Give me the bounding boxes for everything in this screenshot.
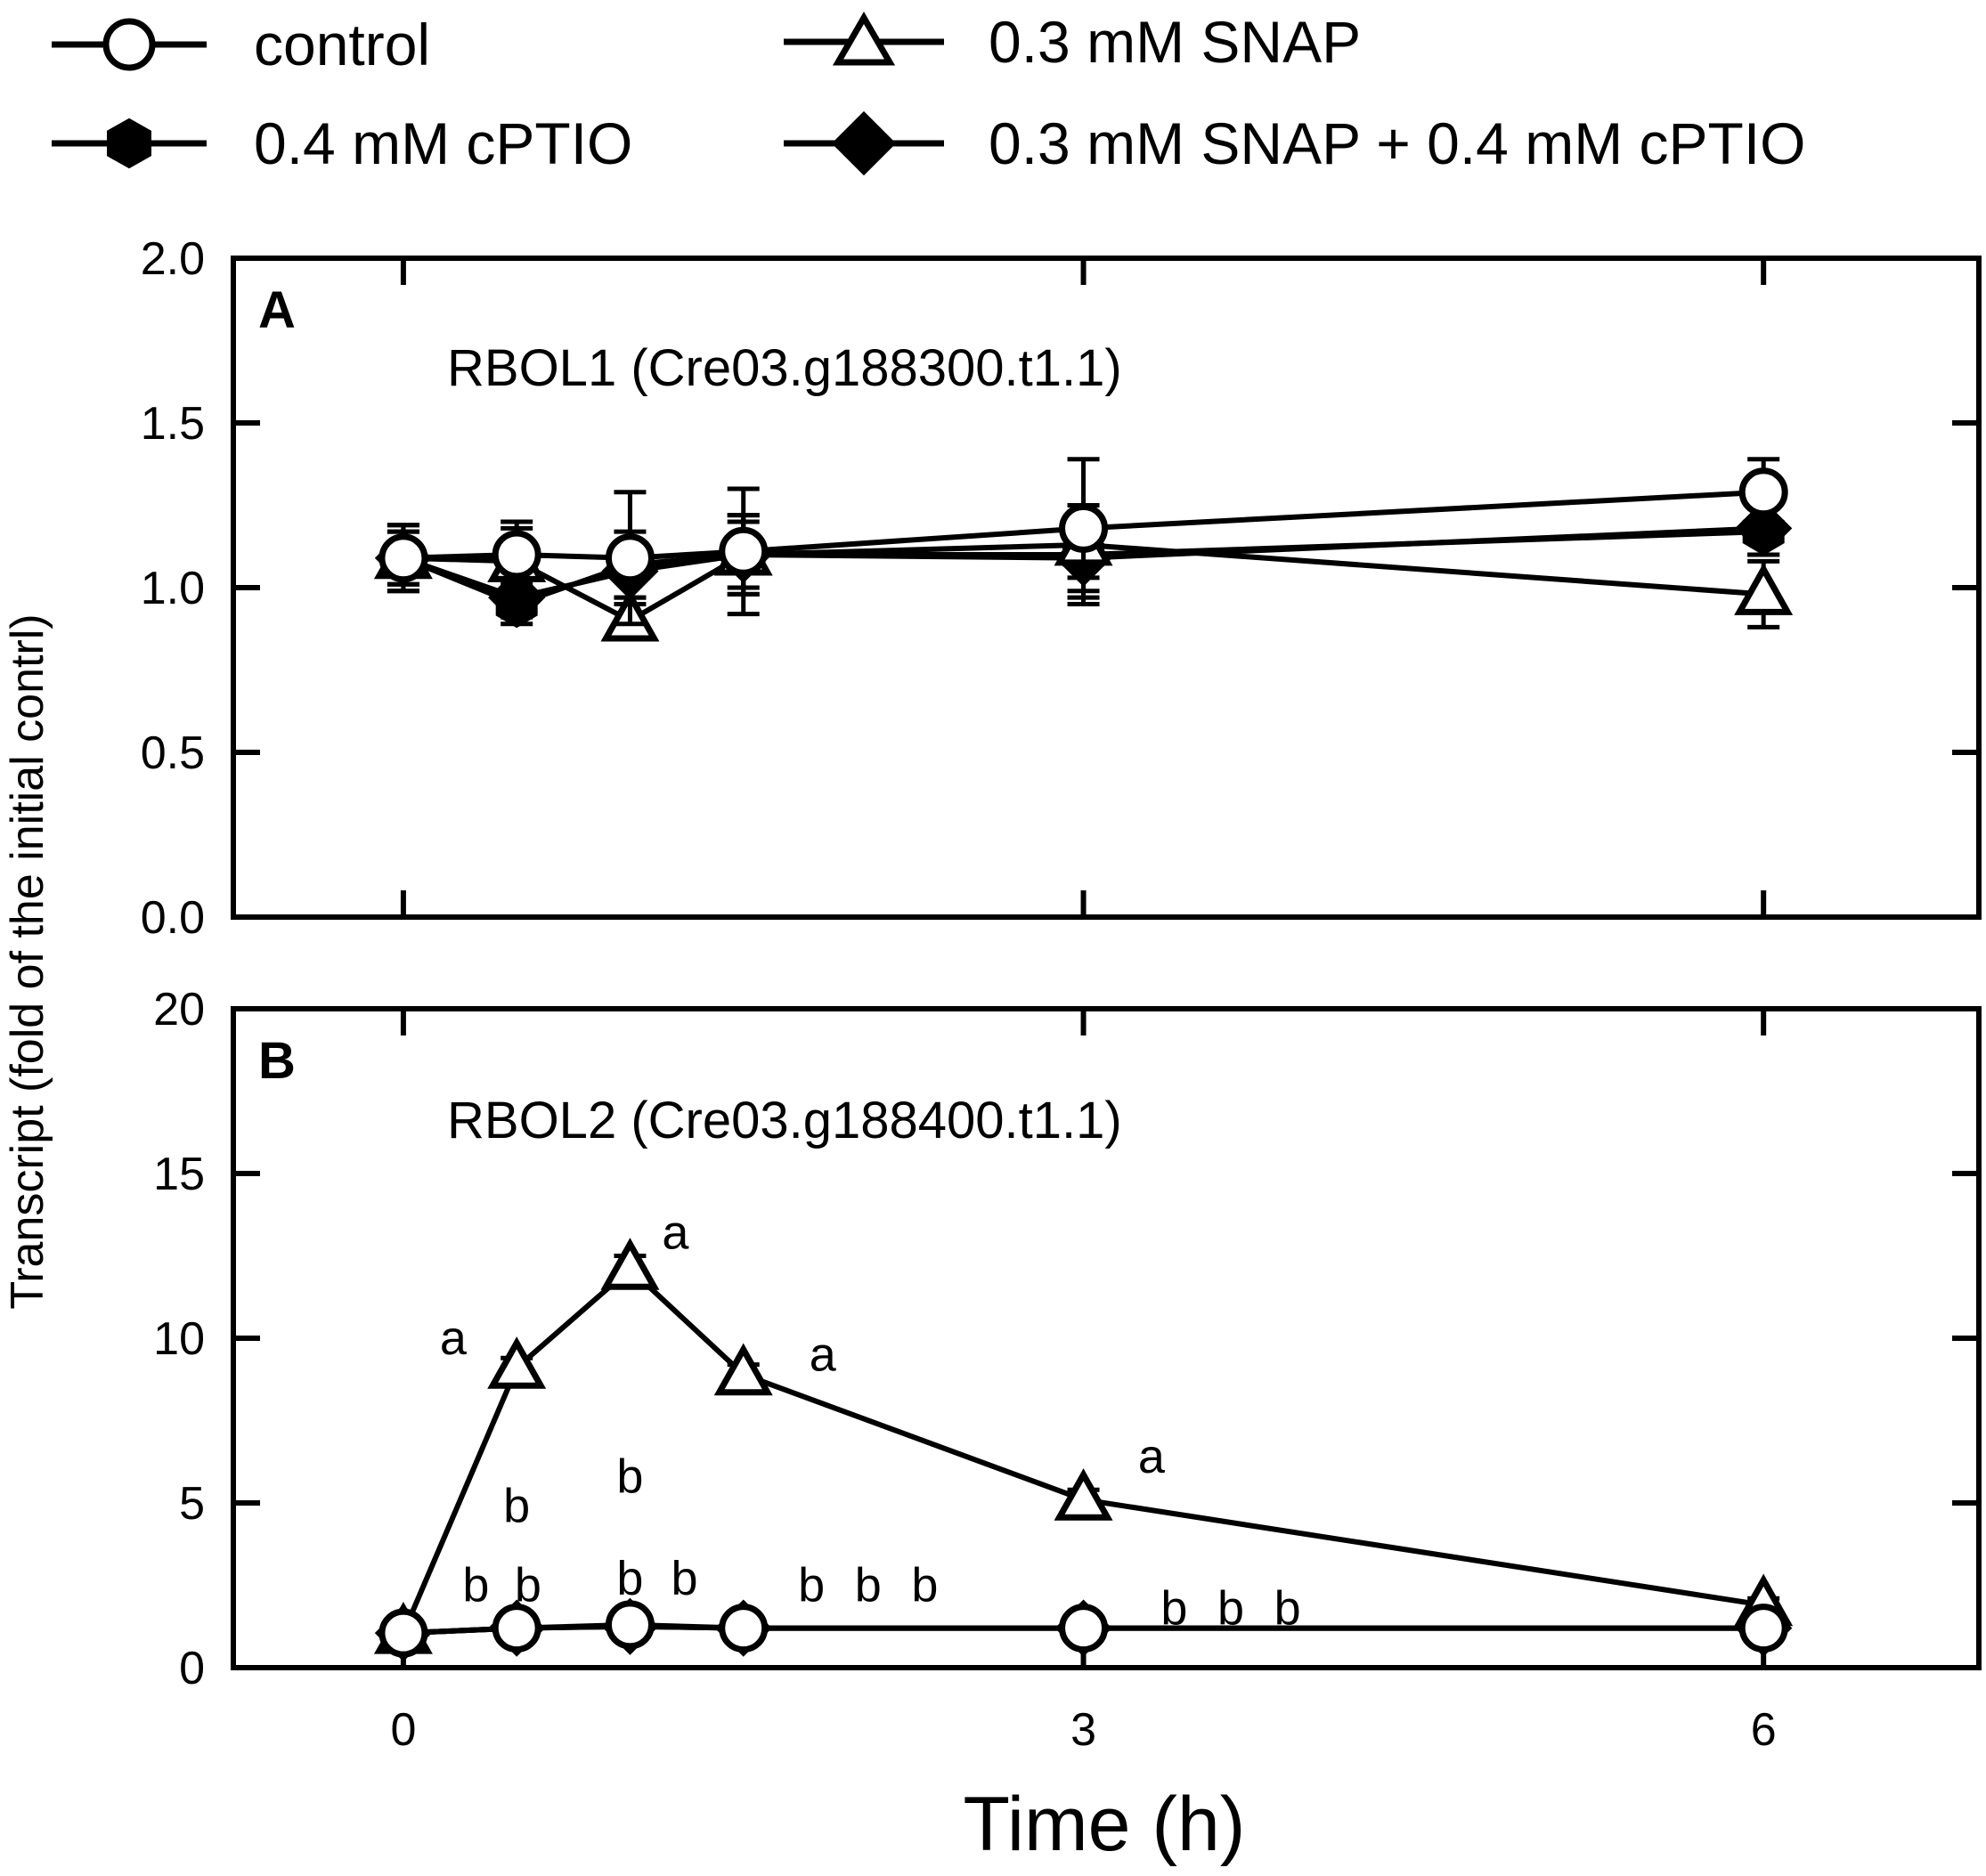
significance-letter: b: [855, 1559, 882, 1612]
legend-label-control: control: [254, 12, 430, 77]
legend-item-control: control: [52, 12, 430, 77]
legend-marker-hexagon-filled: [107, 118, 151, 169]
significance-letter: b: [1160, 1581, 1187, 1635]
x-tick-labels: 0 3 6: [390, 1704, 1776, 1756]
y-tick-label: 2.0: [141, 233, 205, 285]
significance-letter: a: [662, 1206, 689, 1260]
panel-a-ticks: 0.0 0.5 1.0 1.5 2.0: [141, 233, 1979, 944]
point-control: [1738, 1604, 1788, 1653]
panel-a: 0.0 0.5 1.0 1.5 2.0 A RBOL1 (Cre03.g188300.t…: [141, 233, 1982, 944]
point-control: [1738, 467, 1788, 517]
legend-item-snap: 0.3 mM SNAP: [784, 9, 1361, 75]
x-tick-label: 6: [1751, 1704, 1777, 1756]
panel-b-series: [373, 1238, 1794, 1662]
y-tick-label: 15: [153, 1149, 205, 1200]
x-tick-label: 3: [1070, 1704, 1096, 1756]
y-tick-label: 20: [153, 984, 205, 1035]
series-triangle-open: [373, 1238, 1794, 1654]
y-tick-label: 5: [179, 1478, 205, 1530]
legend-label-snap: 0.3 mM SNAP: [989, 9, 1361, 75]
point-control: [605, 533, 655, 583]
point-control: [1059, 503, 1109, 553]
y-tick-label: 1.0: [141, 563, 205, 614]
significance-letter: a: [440, 1312, 468, 1365]
panel-a-letter: A: [258, 281, 296, 339]
panel-a-series: [373, 457, 1794, 642]
y-tick-label: 0.5: [141, 727, 205, 779]
legend-marker-triangle-open: [832, 12, 896, 66]
point-snap: [1054, 1468, 1113, 1521]
significance-letter: b: [503, 1480, 530, 1533]
significance-letter: b: [1217, 1581, 1244, 1635]
y-tick-label: 1.5: [141, 398, 205, 450]
legend-label-cptio: 0.4 mM cPTIO: [254, 110, 632, 176]
point-snap: [600, 1238, 660, 1290]
significance-letter: b: [911, 1559, 938, 1612]
point-snap-cptio: [488, 568, 546, 627]
point-snap: [1734, 563, 1794, 615]
panel-b: 0 5 10 15 20 B RBOL2 (Cre03.g188400.t1.1) a a…: [153, 984, 1982, 1694]
y-tick-label: 10: [153, 1313, 205, 1365]
point-control: [492, 530, 541, 580]
point-control: [719, 1604, 769, 1653]
legend: control 0.3 mM SNAP 0.4 mM cPTIO 0.3 mM …: [52, 9, 1806, 176]
significance-letter: b: [616, 1450, 643, 1503]
point-snap-cptio: [1735, 499, 1793, 557]
x-axis-title: Time (h): [964, 1782, 1246, 1867]
y-axis-title: Transcript (fold of the initial contrl): [2, 613, 53, 1309]
x-tick-label: 0: [390, 1704, 416, 1756]
y-tick-label: 0.0: [141, 892, 205, 944]
significance-letter: b: [616, 1552, 643, 1605]
legend-label-snap-cptio: 0.3 mM SNAP + 0.4 mM cPTIO: [989, 110, 1806, 176]
panel-b-gene-label: RBOL2 (Cre03.g188400.t1.1): [447, 1092, 1122, 1149]
series-circle-open: [378, 1600, 1788, 1658]
series-line: [401, 1265, 1764, 1635]
point-snap: [487, 1336, 547, 1389]
series-circle-open: [378, 457, 1788, 627]
point-control: [605, 1600, 655, 1650]
point-control: [719, 526, 769, 576]
legend-marker-circle-open: [102, 18, 156, 71]
significance-letter: b: [462, 1559, 489, 1612]
panel-b-ticks: 0 5 10 15 20: [153, 984, 1979, 1694]
significance-letter: b: [515, 1559, 541, 1612]
point-control: [378, 533, 428, 583]
significance-letter: b: [671, 1552, 698, 1605]
point-control: [1059, 1604, 1109, 1653]
legend-item-snap-cptio: 0.3 mM SNAP + 0.4 mM cPTIO: [784, 110, 1806, 176]
significance-letter: b: [1274, 1581, 1301, 1635]
point-control: [378, 1608, 428, 1658]
significance-letter: a: [810, 1328, 837, 1382]
significance-letter: a: [1138, 1430, 1166, 1483]
legend-item-cptio: 0.4 mM cPTIO: [52, 110, 632, 176]
panel-b-letter: B: [258, 1032, 296, 1090]
point-control: [492, 1604, 541, 1653]
point-snap: [713, 1343, 773, 1396]
significance-letter: b: [798, 1559, 825, 1612]
panel-a-gene-label: RBOL1 (Cre03.g188300.t1.1): [447, 339, 1122, 397]
y-tick-label: 0: [179, 1643, 205, 1694]
legend-marker-diamond-filled: [831, 110, 897, 176]
